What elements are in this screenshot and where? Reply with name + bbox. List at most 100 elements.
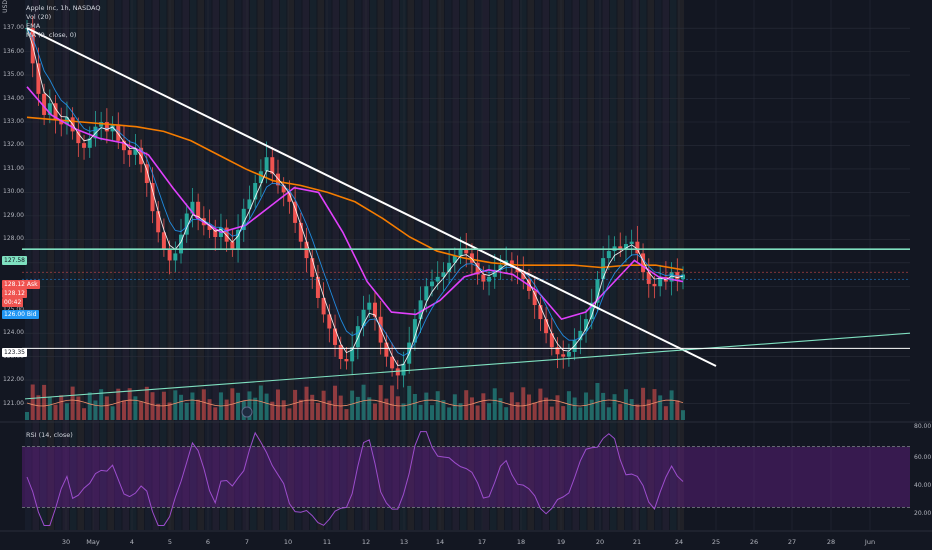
volume-bar	[76, 396, 81, 420]
candle-body	[224, 227, 229, 242]
time-tick-label: 10	[283, 538, 293, 546]
session-band	[115, 0, 122, 530]
legend-ma[interactable]: MA (9, close, 0)	[26, 31, 77, 39]
session-band	[265, 0, 272, 530]
candle-body	[173, 253, 178, 261]
session-band	[167, 0, 174, 530]
volume-bar	[30, 384, 35, 420]
candle-body	[293, 201, 298, 223]
volume-bar	[452, 394, 457, 420]
volume-bar	[555, 395, 560, 420]
volume-bar	[298, 399, 303, 420]
session-band	[250, 0, 257, 530]
volume-bar	[236, 392, 241, 420]
session-band	[332, 0, 339, 530]
candle-body	[87, 138, 92, 148]
time-tick-label: 6	[205, 538, 211, 546]
symbol-title[interactable]: Apple Inc, 1h, NASDAQ	[26, 4, 101, 12]
volume-bar	[116, 388, 121, 420]
session-band	[85, 0, 92, 530]
volume-bar	[641, 387, 646, 420]
session-band	[175, 0, 182, 530]
volume-bar	[424, 392, 429, 420]
candle-body	[641, 253, 646, 273]
ma-fast-line	[26, 28, 684, 366]
volume-bar	[139, 401, 144, 420]
volume-bar	[47, 397, 52, 420]
volume-bar	[618, 404, 623, 420]
volume-bar	[435, 391, 440, 420]
volume-bar	[544, 397, 549, 420]
descending-trendline	[26, 27, 717, 367]
volume-bar	[207, 399, 212, 420]
volume-bar	[663, 406, 668, 420]
session-band	[152, 0, 159, 530]
session-band	[70, 0, 77, 530]
volume-bar	[190, 392, 195, 420]
rsi-legend[interactable]: RSI (14, close)	[26, 431, 73, 439]
session-band	[287, 0, 294, 530]
session-band	[437, 0, 444, 530]
volume-bar	[458, 403, 463, 420]
dividend-marker	[241, 406, 253, 418]
session-band	[610, 0, 617, 530]
session-band	[55, 0, 62, 530]
volume-bar	[179, 394, 184, 420]
volume-bar	[121, 400, 126, 420]
volume-bar	[127, 388, 132, 420]
candle-body	[430, 281, 435, 287]
candle-body	[521, 272, 526, 280]
rsi-band	[22, 446, 910, 508]
volume-bar	[658, 395, 663, 420]
candle-body	[584, 319, 589, 331]
price-tick-label: 133.00	[3, 118, 24, 125]
candle-body	[264, 157, 269, 172]
volume-bar	[521, 387, 526, 420]
session-band	[160, 0, 167, 530]
candle-body	[601, 258, 606, 280]
volume-bar	[669, 390, 674, 420]
volume-bar	[64, 403, 69, 420]
legend-volume[interactable]: Vol (20)	[26, 13, 52, 21]
session-band	[670, 0, 677, 530]
candle-body	[179, 234, 184, 254]
session-band	[227, 0, 234, 530]
candle-body	[589, 302, 594, 320]
rsi-panel	[22, 431, 910, 526]
session-band	[482, 0, 489, 530]
candle-body	[327, 314, 332, 329]
session-band	[182, 0, 189, 530]
time-tick-label: 20	[595, 538, 605, 546]
candle-body	[36, 63, 41, 94]
session-band	[377, 0, 384, 530]
candle-body	[310, 258, 315, 277]
candle-body	[230, 241, 235, 249]
session-band	[25, 0, 32, 530]
currency-label: USD	[2, 0, 9, 13]
rsi-tick-20: 20.00	[914, 510, 932, 517]
volume-bar	[572, 397, 577, 420]
candle-body	[424, 286, 429, 301]
candle-body	[287, 192, 292, 202]
candle-body	[498, 265, 503, 270]
session-band	[385, 0, 392, 530]
volume-bar	[595, 383, 600, 420]
legend-ema[interactable]: EMA	[26, 22, 41, 30]
volume-bar	[584, 392, 589, 420]
volume-bar	[549, 406, 554, 420]
session-band	[580, 0, 587, 530]
session-band	[490, 0, 497, 530]
session-band	[467, 0, 474, 530]
volume-bar	[224, 399, 229, 420]
rsi-tick-60: 60.00	[914, 454, 932, 461]
rsi-line	[26, 431, 684, 526]
session-band	[302, 0, 309, 530]
time-tick-label: 27	[787, 538, 797, 546]
session-band	[242, 0, 249, 530]
time-tick-label: May	[86, 538, 100, 546]
volume-bar	[606, 407, 611, 420]
time-tick-label: Jun	[864, 538, 876, 546]
session-band	[137, 0, 144, 530]
price-tick-label: 136.00	[3, 47, 24, 55]
